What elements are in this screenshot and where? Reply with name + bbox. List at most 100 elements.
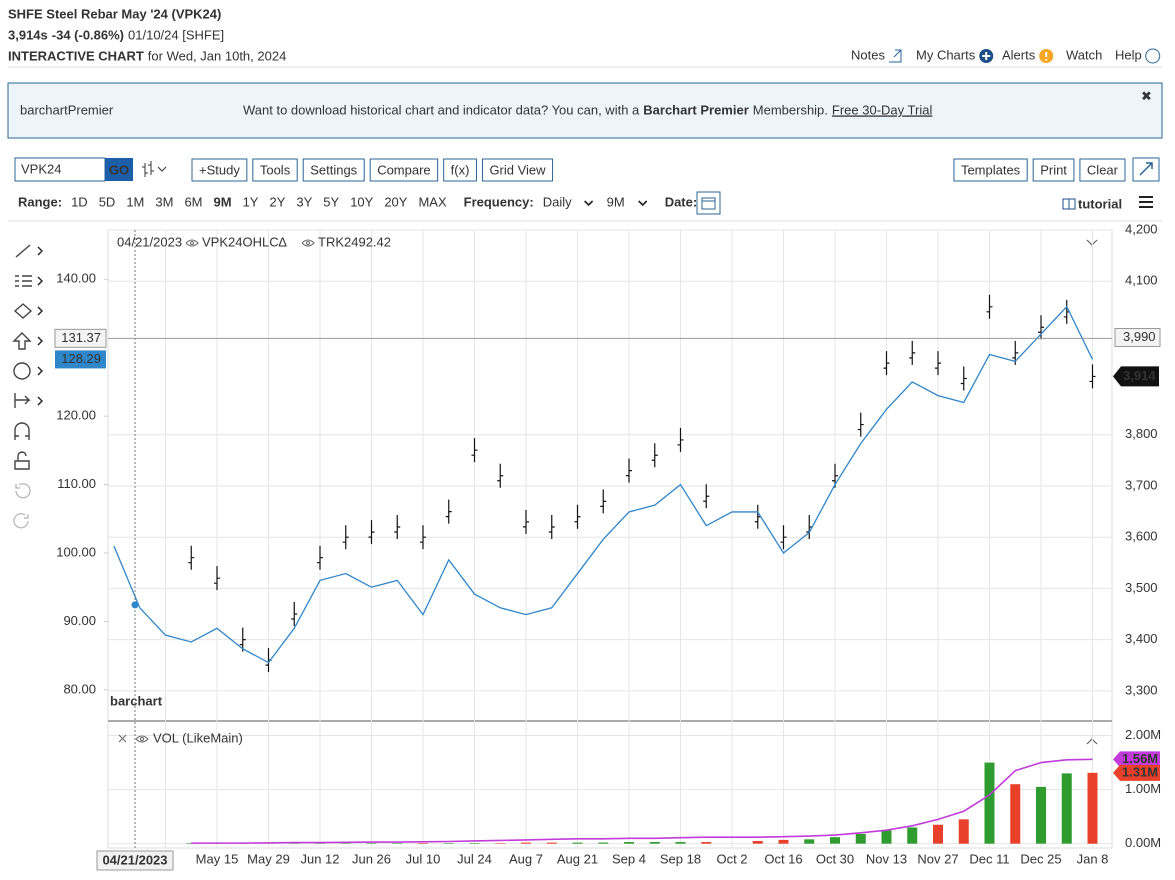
volume-bar [855, 833, 866, 844]
ohlc-bar [960, 366, 967, 391]
volume-bar [830, 837, 840, 844]
last-tag-right [1113, 366, 1159, 387]
volume-average [191, 758, 1093, 844]
y2-tick-label: 3,600 [1125, 529, 1158, 544]
logo: barchart [20, 102, 68, 117]
tool-undo[interactable] [15, 483, 31, 499]
range-option[interactable]: 20Y [384, 194, 407, 209]
volume-bar [649, 842, 660, 844]
volume-bar [1010, 784, 1021, 844]
eye-icon[interactable] [135, 735, 149, 743]
tool-circle[interactable] [13, 362, 31, 380]
nav-link[interactable]: Notes [851, 47, 885, 62]
range-option[interactable]: 3M [155, 194, 173, 209]
x-tick-label: Aug 7 [509, 851, 543, 866]
toolbar-button[interactable] [369, 158, 439, 182]
volume-bar [804, 839, 815, 844]
tool-arrow[interactable] [12, 332, 32, 350]
nav-link[interactable]: Alerts [1002, 47, 1036, 62]
ohlc-bar [780, 525, 787, 550]
x-tick-label: Jul 10 [406, 851, 441, 866]
symbol-text: VPK24 [21, 161, 61, 176]
drawing-tools [12, 244, 43, 529]
x-tick-label: Nov 27 [917, 851, 958, 866]
toolbar-button[interactable] [1032, 158, 1075, 182]
tool-magnet[interactable] [14, 422, 30, 440]
nav-link[interactable]: Help [1115, 47, 1142, 62]
add-plus [982, 52, 991, 60]
volume-bar [984, 762, 995, 844]
toolbar-button[interactable] [191, 158, 248, 182]
x-tick-label: Jan 8 [1077, 851, 1109, 866]
toolbar-button-label: Grid View [489, 162, 546, 177]
toolbar-button[interactable] [953, 158, 1028, 182]
toolbar-button-label: Print [1040, 162, 1067, 177]
toolbar-button[interactable] [252, 158, 298, 182]
toolbar-button[interactable] [1079, 158, 1126, 182]
tool-fib[interactable] [15, 275, 32, 287]
volume-bar [701, 842, 712, 844]
tool-measure[interactable] [14, 393, 31, 408]
vol-tick-label: 2.00M [1125, 727, 1161, 742]
ohlc-bar [600, 489, 607, 514]
ohlc-bar [857, 412, 864, 437]
go-button[interactable] [105, 158, 133, 181]
volume-bar [624, 842, 634, 844]
crosshair-y2: 3,990 [1123, 329, 1156, 344]
toolbar-button[interactable] [481, 158, 554, 182]
menu-icon[interactable] [1139, 196, 1153, 208]
expand-icon [1139, 162, 1153, 176]
eye-icon[interactable] [185, 239, 199, 247]
x-tick-label: Aug 21 [557, 851, 598, 866]
frequency-select[interactable]: Daily [543, 194, 572, 209]
range-option[interactable]: 1D [71, 194, 88, 209]
toolbar-button[interactable] [443, 158, 477, 182]
y-tick-label: 90.00 [63, 613, 96, 628]
range-option[interactable]: 10Y [350, 194, 373, 209]
ohlc-bar [420, 525, 426, 550]
x-tick-label: Jun 12 [300, 851, 339, 866]
tutorial-link[interactable]: tutorial [1078, 196, 1122, 211]
banner-link[interactable]: Free 30-Day Trial [832, 102, 933, 117]
range-option[interactable]: 5Y [323, 194, 339, 209]
range-option[interactable]: MAX [418, 194, 447, 209]
nav-link[interactable]: Watch [1066, 47, 1102, 62]
volume-bar [958, 819, 969, 844]
toolbar-button-label: f(x) [451, 162, 470, 177]
ohlc-bar [445, 499, 452, 524]
volume-bar [1087, 772, 1098, 844]
nav-link[interactable]: My Charts [916, 47, 976, 62]
ohlc-bar [368, 520, 375, 545]
range-option[interactable]: 1Y [243, 194, 259, 209]
logo-premier: Premier [68, 102, 114, 117]
range-option[interactable]: 2Y [269, 194, 285, 209]
x-tick-label: Nov 13 [866, 851, 907, 866]
range-option[interactable]: 1M [126, 194, 144, 209]
frequency-chevron [584, 200, 594, 207]
plot-frame [107, 229, 1113, 849]
volume-bar [675, 842, 686, 844]
range-option[interactable]: 5D [99, 194, 116, 209]
crosshair-y2-box [1114, 328, 1161, 348]
range-option[interactable]: 9M [214, 194, 232, 209]
tool-redo[interactable] [13, 513, 29, 529]
toolbar-button[interactable] [302, 158, 365, 182]
eye-icon[interactable] [301, 239, 315, 247]
vol-close[interactable] [118, 734, 127, 743]
x-tick-label: Sep 18 [660, 851, 701, 866]
tool-line[interactable] [15, 244, 31, 258]
x-tick-label: May 15 [196, 851, 239, 866]
range-option[interactable]: 3Y [296, 194, 312, 209]
calendar-button[interactable] [696, 191, 721, 215]
tool-lock[interactable] [14, 451, 30, 470]
period-select[interactable]: 9M [607, 194, 625, 209]
volume-bar [1061, 773, 1072, 844]
x-tick-label: Oct 30 [816, 851, 854, 866]
banner-close[interactable]: ✖ [1141, 88, 1152, 103]
chart-type-icon[interactable] [142, 161, 167, 177]
series-line [113, 305, 1094, 664]
tool-shape[interactable] [13, 303, 33, 319]
crosshair-date-box [96, 850, 174, 871]
ohlc-bar [497, 463, 504, 488]
range-option[interactable]: 6M [184, 194, 202, 209]
